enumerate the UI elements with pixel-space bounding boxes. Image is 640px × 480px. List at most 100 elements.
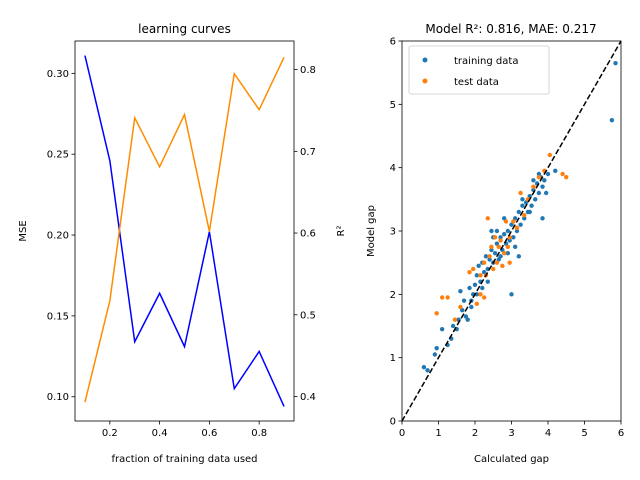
test-point (491, 266, 496, 272)
test-point (458, 304, 463, 310)
test-point (489, 244, 494, 250)
learning-curves-xlabel: fraction of training data used (111, 454, 257, 465)
lc-xtick-label: 0.4 (152, 428, 168, 439)
learning-curves-chart: learning curves 0.2 0.4 0.6 0.8 0.10 0.15 0.20… (18, 22, 347, 465)
training-point (498, 254, 503, 259)
parity-legend: training data test data (408, 45, 550, 95)
parity-scatter-chart: Model R²: 0.816, MAE: 0.217 0 1 2 3 4 5 6 0 1 2 3 4… (366, 22, 624, 465)
training-point (518, 222, 523, 227)
test-point (536, 174, 542, 180)
training-point (512, 244, 518, 250)
training-point (536, 171, 542, 177)
training-point (543, 190, 549, 196)
training-point (489, 228, 494, 234)
lc-ytick-left-label: 0.25 (47, 150, 69, 161)
training-point (505, 250, 511, 256)
training-point (467, 285, 472, 291)
r2-line (84, 57, 285, 403)
training-point (505, 228, 511, 234)
sc-ytick-label: 4 (390, 163, 396, 174)
training-point (485, 279, 490, 284)
training-point (439, 326, 445, 332)
legend-marker-training (422, 57, 428, 63)
learning-curves-series (84, 55, 285, 407)
test-point (474, 301, 480, 307)
training-point (487, 257, 492, 262)
test-point (560, 171, 565, 177)
test-point (522, 212, 527, 218)
training-point (509, 292, 514, 297)
test-point (531, 184, 536, 189)
test-point (478, 292, 483, 297)
training-point (498, 235, 503, 240)
legend-box (408, 45, 550, 95)
training-point (465, 317, 470, 322)
training-point (540, 184, 545, 189)
training-point (520, 203, 525, 208)
sc-ytick-label: 3 (390, 227, 396, 238)
sc-xtick-label: 4 (545, 428, 551, 439)
parity-ticks: 0 1 2 3 4 5 6 0 1 2 3 4 5 6 (390, 37, 625, 440)
training-point (522, 216, 527, 221)
training-point (474, 273, 480, 278)
lc-ytick-left-label: 0.20 (47, 231, 69, 242)
test-point (470, 266, 476, 272)
lc-ytick-right-label: 0.5 (300, 310, 316, 321)
test-point (500, 263, 505, 269)
test-point (481, 260, 487, 265)
test-point (511, 219, 516, 224)
test-point (481, 295, 487, 300)
sc-ytick-label: 5 (390, 100, 396, 111)
sc-ytick-label: 2 (390, 290, 396, 301)
sc-xtick-label: 0 (399, 428, 405, 439)
training-point (450, 323, 456, 329)
training-point (421, 364, 427, 370)
test-point (492, 235, 498, 240)
learning-curves-title: learning curves (138, 22, 231, 36)
lc-ytick-right-label: 0.8 (300, 65, 316, 76)
learning-curves-frame (74, 40, 295, 422)
test-point (498, 238, 503, 243)
test-point (478, 273, 483, 278)
sc-ytick-label: 6 (390, 37, 396, 48)
sc-xtick-label: 3 (508, 428, 514, 439)
training-point (502, 231, 507, 237)
lc-ytick-left-label: 0.10 (47, 392, 69, 403)
training-point (492, 250, 498, 256)
test-point (564, 174, 569, 180)
training-point (507, 238, 512, 243)
training-point (529, 203, 534, 208)
training-point (458, 288, 463, 294)
lc-ytick-right-label: 0.4 (300, 392, 316, 403)
sc-ytick-label: 0 (390, 417, 396, 428)
sc-xtick-label: 2 (472, 428, 478, 439)
lc-ytick-right-label: 0.7 (300, 147, 316, 158)
training-point (516, 254, 521, 259)
training-point (461, 298, 467, 303)
training-point (476, 263, 481, 269)
test-point (445, 295, 450, 300)
test-point (514, 225, 520, 231)
training-point (536, 190, 542, 196)
legend-label-test: test data (454, 77, 499, 88)
learning-curves-ticks: 0.2 0.4 0.6 0.8 0.10 0.15 0.20 0.25 0.30 0.4 0.5 0.… (47, 65, 316, 439)
test-point (502, 250, 507, 256)
training-point (542, 178, 547, 183)
training-point (469, 304, 474, 310)
test-point (434, 311, 439, 316)
training-point (489, 247, 494, 253)
legend-marker-test (422, 78, 428, 84)
test-point (505, 244, 511, 250)
training-point (531, 178, 536, 183)
parity-title: Model R²: 0.816, MAE: 0.217 (425, 22, 596, 36)
test-point (547, 152, 553, 158)
parity-frame (401, 40, 622, 422)
lc-xtick-label: 0.8 (251, 428, 267, 439)
sc-xtick-label: 6 (618, 428, 624, 439)
training-point (425, 368, 430, 373)
legend-label-training: training data (454, 56, 518, 67)
lc-xtick-label: 0.6 (201, 428, 217, 439)
test-point (452, 317, 458, 322)
training-point (609, 117, 615, 123)
